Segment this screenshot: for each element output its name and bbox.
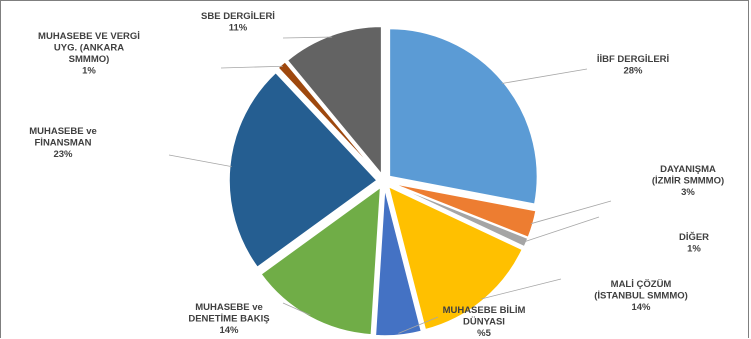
slice-label-1: İİBF DERGİLERİ 28% [597, 54, 669, 77]
slice-label-line: 3% [681, 187, 695, 198]
leader-line-3 [524, 216, 600, 243]
slice-label-line: MUHASEBE ve [29, 126, 97, 137]
slice-label-2: DAYANIŞMA (İZMİR SMMMO) 3% [652, 164, 724, 198]
pie-slice-3 [390, 183, 530, 248]
slice-label-line: %5 [477, 328, 491, 339]
slice-label-line: SBE DERGİLERİ [201, 11, 275, 22]
pie-slice-9 [286, 25, 383, 177]
slice-label-line: 23% [53, 149, 73, 160]
leader-line-5 [398, 316, 439, 334]
slice-label-line: 1% [687, 244, 701, 255]
leader-line-7 [168, 154, 232, 167]
slice-label-3: DİĞER 1% [679, 231, 709, 255]
slice-label-9: SBE DERGİLERİ 11% [201, 11, 275, 34]
slice-label-line: DENETİME BAKIŞ [188, 314, 269, 325]
slice-label-6: MUHASEBE ve DENETİME BAKIŞ 14% [188, 302, 269, 336]
slice-label-line: SMMMO) [69, 54, 110, 65]
pie-slice-5 [374, 187, 423, 337]
leader-lines-layer [168, 36, 612, 334]
slice-label-line: DÜNYASI [463, 317, 505, 328]
slice-label-8: MUHASEBE VE VERGİ UYG. (ANKARA SMMMO) 1% [38, 31, 140, 77]
pie-slice-1 [388, 27, 539, 206]
labels-layer: İİBF DERGİLERİ 28% DAYANIŞMA (İZMİR SMMMO) 3… [29, 11, 724, 339]
leader-line-8 [220, 65, 283, 69]
slice-label-line: 14% [219, 325, 239, 336]
slice-label-line: 1% [82, 66, 96, 77]
leader-line-6 [282, 302, 311, 316]
leader-line-9 [282, 36, 333, 39]
leader-line-1 [501, 68, 588, 84]
pie-slice-6 [259, 185, 382, 336]
slice-label-line: MUHASEBE BİLİM [443, 305, 526, 316]
slice-label-line: MUHASEBE VE VERGİ [38, 31, 140, 42]
slice-label-line: UYG. (ANKARA [54, 43, 124, 54]
slice-label-line: 14% [631, 302, 651, 313]
leader-line-4 [481, 278, 562, 300]
slice-label-line: MUHASEBE ve [195, 302, 263, 313]
slice-label-line: FİNANSMAN [35, 138, 92, 149]
pie-slice-4 [387, 185, 524, 331]
slice-label-line: 11% [229, 23, 248, 34]
leader-line-2 [530, 200, 612, 225]
slice-label-line: (İZMİR SMMMO) [652, 176, 724, 187]
slice-label-line: 28% [623, 66, 643, 77]
pie-slice-8 [276, 60, 380, 177]
slice-label-4: MALİ ÇÖZÜM (İSTANBUL SMMMO) 14% [594, 279, 688, 313]
slices-layer [228, 25, 539, 337]
slice-label-line: DAYANIŞMA [660, 164, 716, 175]
slice-label-line: MALİ ÇÖZÜM [611, 279, 672, 290]
slice-label-line: İİBF DERGİLERİ [597, 54, 669, 65]
slice-label-7: MUHASEBE ve FİNANSMAN 23% [29, 126, 97, 160]
pie-slice-2 [390, 182, 537, 239]
slice-label-5: MUHASEBE BİLİM DÜNYASI %5 [443, 305, 526, 339]
slice-label-line: DİĞER [679, 231, 709, 243]
slice-label-line: (İSTANBUL SMMMO) [594, 291, 688, 302]
